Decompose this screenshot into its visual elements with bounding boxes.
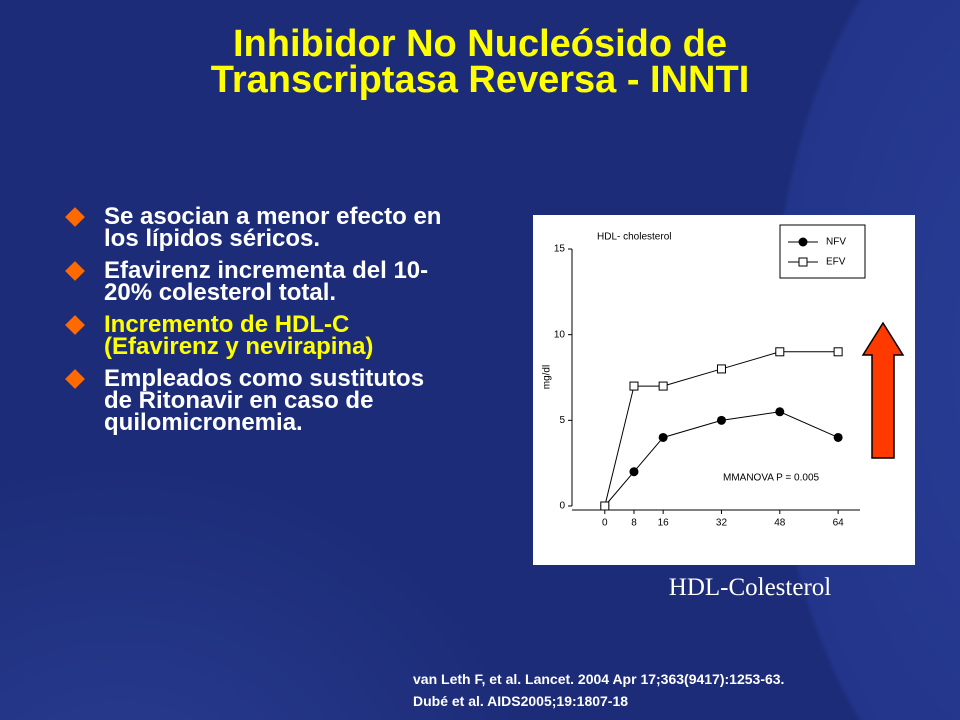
data-point <box>658 432 668 442</box>
y-tick-label: 5 <box>559 415 565 426</box>
title-line: Transcriptasa Reversa - INNTI <box>210 59 750 101</box>
annotation: MMANOVA P = 0.005 <box>723 473 820 484</box>
y-axis-label: mg/dl <box>542 365 553 389</box>
series-line <box>604 351 839 507</box>
y-tick-label: 15 <box>554 244 566 255</box>
arrow-shape <box>861 321 905 459</box>
bullet: Se asocian a menor efecto en los lípidos… <box>62 205 442 251</box>
data-point <box>629 381 639 391</box>
x-tick-label: 8 <box>631 518 637 529</box>
data-point <box>775 347 785 357</box>
bullet: Efavirenz incrementa del 10-20% colester… <box>62 259 442 305</box>
bullet-list: Se asocian a menor efecto en los lípidos… <box>62 205 442 444</box>
x-tick-label: 16 <box>658 518 670 529</box>
x-tick-label: 0 <box>602 518 608 529</box>
title-line: Inhibidor No Nucleósido de <box>233 23 727 65</box>
data-point <box>600 501 610 511</box>
legend-marker <box>798 237 808 247</box>
legend-label: EFV <box>826 257 846 268</box>
y-tick-label: 0 <box>559 501 565 512</box>
slide-title: Inhibidor No Nucleósido de Transcriptasa… <box>60 23 900 101</box>
reference: van Leth F, et al. Lancet. 2004 Apr 17;3… <box>413 671 785 687</box>
bullet: Incremento de HDL-C (Efavirenz y nevirap… <box>62 313 442 359</box>
up-arrow <box>861 321 905 459</box>
legend-label: NFV <box>826 237 846 248</box>
data-point <box>833 347 843 357</box>
legend-box <box>779 224 866 279</box>
data-point <box>716 364 726 374</box>
data-point <box>658 381 668 391</box>
chart-caption: HDL-Colesterol <box>668 574 832 601</box>
x-tick-label: 64 <box>833 518 845 529</box>
data-point <box>833 432 843 442</box>
bullet: Empleados como sustitutos de Ritonavir e… <box>62 367 442 435</box>
data-point <box>775 407 785 417</box>
data-point <box>629 467 639 477</box>
data-point <box>716 415 726 425</box>
x-tick-label: 48 <box>774 518 786 529</box>
x-tick-label: 32 <box>716 518 728 529</box>
reference: Dubé et al. AIDS2005;19:1807-18 <box>413 693 629 709</box>
legend-marker <box>798 257 808 267</box>
references: van Leth F, et al. Lancet. 2004 Apr 17;3… <box>413 668 784 712</box>
chart: HDL- cholesterol mg/dl MMANOVA P = 0.005… <box>533 215 915 565</box>
y-tick-label: 10 <box>554 329 566 340</box>
chart-title: HDL- cholesterol <box>597 232 671 243</box>
series-line <box>604 411 839 507</box>
